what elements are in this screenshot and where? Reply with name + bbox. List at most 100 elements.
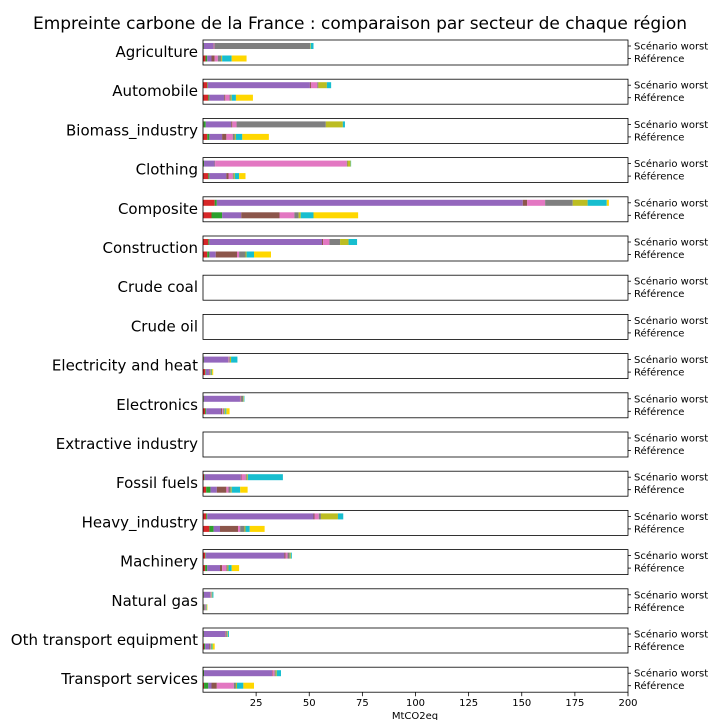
bar-segment-reference: [222, 212, 242, 219]
panel-frame: [202, 313, 629, 340]
bar-segment-worst: [322, 239, 324, 245]
x-tick-label: 100: [406, 698, 425, 709]
bar-segment-worst: [346, 160, 348, 167]
bar-segment-reference: [298, 212, 301, 219]
bar-segment-worst: [207, 82, 310, 89]
bar-segment-reference: [204, 643, 206, 650]
bar-segment-worst: [236, 121, 326, 128]
bar-segment-reference: [210, 486, 217, 493]
bar-segment-reference: [224, 94, 226, 101]
sector-label: Transport services: [60, 670, 198, 688]
x-tick-label: 175: [565, 698, 584, 709]
bar-segment-reference: [216, 486, 227, 493]
row-label-worst: Scénario worst: [634, 119, 708, 131]
row-label-worst: Scénario worst: [634, 472, 708, 484]
row-label-worst: Scénario worst: [634, 276, 708, 288]
bar-segment-reference: [203, 369, 206, 376]
bar-segment-reference: [221, 55, 223, 62]
bar-segment-reference: [215, 251, 237, 258]
row-label-reference: Référence: [634, 602, 684, 614]
row-label-worst: Scénario worst: [634, 237, 708, 249]
bar-segment-worst: [226, 631, 228, 637]
bar-segment-reference: [203, 55, 206, 62]
bar-segment-worst: [313, 513, 315, 520]
bar-segment-worst: [243, 395, 245, 402]
panel-frame: [202, 39, 629, 66]
panel-frame: [202, 588, 629, 615]
bar-segment-worst: [320, 513, 338, 520]
bar-segment-reference: [237, 251, 240, 258]
bar-segment-worst: [522, 199, 528, 206]
bar-segment-reference: [211, 643, 213, 650]
bar-segment-reference: [232, 173, 234, 180]
bar-segment-worst: [203, 199, 215, 206]
bar-segment-worst: [240, 474, 242, 481]
bar-segment-reference: [213, 525, 220, 532]
bar-segment-reference: [225, 94, 230, 101]
panel-frame: [202, 509, 629, 536]
bar-segment-reference: [222, 133, 227, 140]
bar-segment-worst: [211, 591, 213, 598]
bar-segment-worst: [247, 474, 283, 481]
bar-segment-reference: [300, 212, 314, 219]
row-label-reference: Référence: [634, 406, 684, 418]
bar-segment-reference: [233, 682, 236, 689]
bar-segment-worst: [241, 395, 244, 402]
sector-panel: Oth transport equipment Scénario worstRéf…: [11, 627, 708, 654]
bar-segment-reference: [246, 251, 254, 258]
bar-segment-worst: [284, 552, 286, 559]
bar-segment-worst: [214, 199, 217, 206]
bar-segment-reference: [214, 55, 218, 62]
bar-segment-worst: [205, 121, 232, 128]
bar-segment-reference: [205, 643, 210, 650]
bar-segment-worst: [527, 199, 546, 206]
bar-segment-worst: [342, 121, 345, 128]
bar-segment-worst: [337, 513, 344, 520]
bar-segment-reference: [235, 94, 253, 101]
bar-segment-reference: [203, 486, 207, 493]
bar-segment-worst: [203, 356, 229, 363]
bar-segment-reference: [203, 408, 206, 415]
bar-segment-reference: [203, 682, 205, 689]
bar-segment-reference: [220, 525, 239, 532]
row-label-worst: Scénario worst: [634, 668, 708, 680]
row-label-reference: Référence: [634, 131, 684, 143]
bar-segment-worst: [203, 121, 206, 128]
bar-segment-worst: [309, 82, 311, 89]
sector-label: Extractive industry: [56, 435, 198, 453]
bar-segment-reference: [205, 369, 209, 376]
bar-segment-worst: [205, 552, 285, 559]
bar-segment-worst: [206, 513, 208, 520]
panel-frame: [202, 196, 629, 223]
bar-segment-worst: [227, 631, 228, 637]
bar-segment-reference: [208, 369, 210, 376]
bar-segment-reference: [254, 251, 271, 258]
bar-segment-worst: [329, 239, 341, 245]
bar-segment-reference: [209, 251, 216, 258]
bar-segment-reference: [209, 133, 223, 140]
bar-segment-reference: [206, 486, 211, 493]
bar-segment-worst: [204, 474, 205, 481]
bar-segment-reference: [230, 94, 232, 101]
bar-segment-reference: [243, 682, 254, 689]
bar-segment-worst: [214, 43, 311, 49]
bar-segment-worst: [587, 199, 607, 206]
bar-segment-reference: [209, 643, 211, 650]
bar-segment-reference: [204, 682, 209, 689]
row-label-worst: Scénario worst: [634, 197, 708, 209]
bar-segment-worst: [204, 474, 241, 481]
bar-segment-worst: [225, 631, 227, 637]
bar-segment-worst: [572, 199, 588, 206]
row-label-worst: Scénario worst: [634, 511, 708, 523]
bar-segment-worst: [204, 670, 273, 677]
bar-segment-worst: [275, 670, 277, 677]
bar-segment-reference: [231, 565, 240, 572]
row-label-reference: Référence: [634, 641, 684, 653]
bar-segment-worst: [323, 239, 330, 245]
bar-segment-worst: [210, 591, 212, 598]
